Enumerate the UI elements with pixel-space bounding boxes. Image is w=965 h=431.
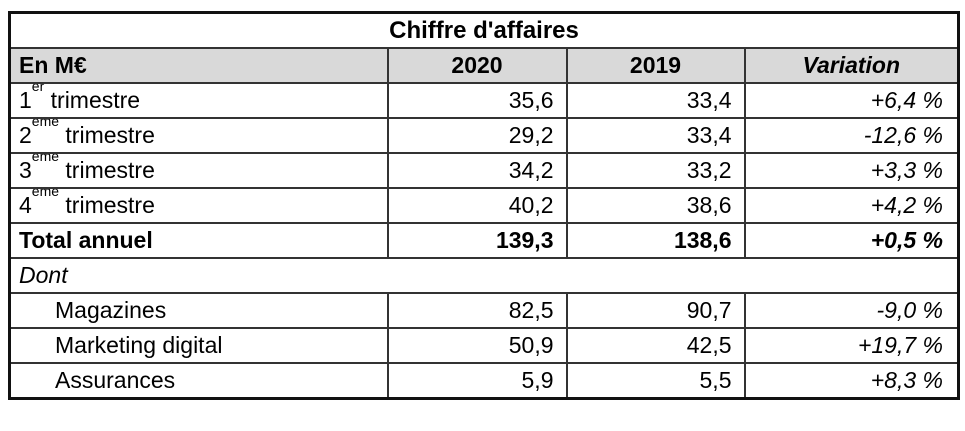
value-variation: +6,4 % <box>743 82 960 119</box>
table-row-magazines: Magazines 82,5 90,7 -9,0 % <box>8 292 960 329</box>
value-2019: 5,5 <box>565 362 746 400</box>
row-label-q3: 3ème trimestre <box>8 152 389 189</box>
table-row-assurances: Assurances 5,9 5,5 +8,3 % <box>8 362 960 400</box>
row-label-assurances: Assurances <box>8 362 389 400</box>
table-header-row: En M€ 2020 2019 Variation <box>8 47 960 84</box>
table-row-q4: 4ème trimestre 40,2 38,6 +4,2 % <box>8 187 960 224</box>
ordinal-suffix: ème <box>31 118 60 130</box>
row-label-q4: 4ème trimestre <box>8 187 389 224</box>
value-2019: 90,7 <box>565 292 746 329</box>
ordinal-number: 1 <box>19 87 32 113</box>
value-2019: 38,6 <box>565 187 746 224</box>
ordinal-suffix: er <box>31 83 45 95</box>
revenue-table: Chiffre d'affaires En M€ 2020 2019 Varia… <box>8 11 960 400</box>
ordinal-number: 3 <box>19 157 32 183</box>
row-label-text: trimestre <box>44 87 141 113</box>
value-variation: -9,0 % <box>743 292 960 329</box>
row-label-text: trimestre <box>59 157 155 183</box>
table-row-total: Total annuel 139,3 138,6 +0,5 % <box>8 222 960 259</box>
value-2020: 34,2 <box>386 152 568 189</box>
row-label-total: Total annuel <box>8 222 389 259</box>
value-2020: 139,3 <box>386 222 568 259</box>
table-row-q3: 3ème trimestre 34,2 33,2 +3,3 % <box>8 152 960 189</box>
value-2020: 50,9 <box>386 327 568 364</box>
table-row-q2: 2ème trimestre 29,2 33,4 -12,6 % <box>8 117 960 154</box>
value-2020: 35,6 <box>386 82 568 119</box>
value-2019: 138,6 <box>565 222 746 259</box>
row-label-marketing-digital: Marketing digital <box>8 327 389 364</box>
column-header-variation: Variation <box>743 47 960 84</box>
table-row-q1: 1er trimestre 35,6 33,4 +6,4 % <box>8 82 960 119</box>
value-variation: +4,2 % <box>743 187 960 224</box>
value-variation: -12,6 % <box>743 117 960 154</box>
row-label-text: trimestre <box>59 192 155 218</box>
value-2020: 40,2 <box>386 187 568 224</box>
table-title-row: Chiffre d'affaires <box>8 11 960 49</box>
column-header-unit: En M€ <box>8 47 389 84</box>
column-header-2020: 2020 <box>386 47 568 84</box>
table-title: Chiffre d'affaires <box>8 11 960 49</box>
value-2019: 42,5 <box>565 327 746 364</box>
value-2020: 82,5 <box>386 292 568 329</box>
table-row-marketing-digital: Marketing digital 50,9 42,5 +19,7 % <box>8 327 960 364</box>
row-label-magazines: Magazines <box>8 292 389 329</box>
value-variation: +3,3 % <box>743 152 960 189</box>
value-variation: +19,7 % <box>743 327 960 364</box>
value-2019: 33,4 <box>565 117 746 154</box>
value-2020: 5,9 <box>386 362 568 400</box>
row-label-q1: 1er trimestre <box>8 82 389 119</box>
ordinal-suffix: ème <box>31 153 60 165</box>
dont-label: Dont <box>8 257 960 294</box>
ordinal-suffix: ème <box>31 188 60 200</box>
value-2019: 33,2 <box>565 152 746 189</box>
column-header-2019: 2019 <box>565 47 746 84</box>
table-row-dont: Dont <box>8 257 960 294</box>
value-variation: +8,3 % <box>743 362 960 400</box>
value-2019: 33,4 <box>565 82 746 119</box>
row-label-text: trimestre <box>59 122 155 148</box>
value-variation: +0,5 % <box>743 222 960 259</box>
row-label-q2: 2ème trimestre <box>8 117 389 154</box>
revenue-table-container: Chiffre d'affaires En M€ 2020 2019 Varia… <box>8 11 960 400</box>
ordinal-number: 2 <box>19 122 32 148</box>
value-2020: 29,2 <box>386 117 568 154</box>
ordinal-number: 4 <box>19 192 32 218</box>
